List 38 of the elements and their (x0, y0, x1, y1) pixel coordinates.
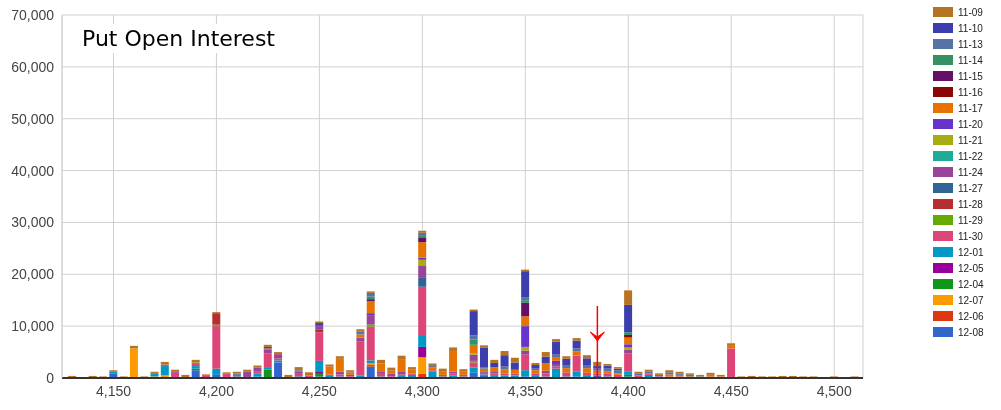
legend-label: 11-14 (958, 54, 983, 66)
text: Put Open Interest (70, 24, 287, 53)
legend-label: 11-29 (958, 214, 983, 226)
x-tick-label: 4,150 (95, 382, 132, 399)
legend-label: 12-08 (958, 326, 984, 338)
legend-label: 11-15 (958, 70, 983, 82)
legend-label: 11-22 (958, 150, 983, 162)
y-tick-label: 50,000 (11, 110, 55, 127)
legend-label: 12-06 (958, 310, 984, 322)
x-tick-label: 4,250 (301, 382, 338, 399)
x-tick-label: 4,200 (198, 382, 235, 399)
x-tick-label: 4,300 (404, 382, 441, 399)
y-tick-label: 30,000 (11, 214, 55, 231)
legend-label: 11-16 (958, 86, 983, 98)
legend-label: 11-13 (958, 38, 983, 50)
legend-label: 12-01 (958, 246, 984, 258)
x-tick-label: 4,400 (610, 382, 646, 399)
y-tick-label: 10,000 (11, 318, 55, 335)
y-tick-label: 70,000 (11, 6, 55, 23)
legend-label: 11-30 (958, 230, 983, 242)
x-tick-label: 4,450 (713, 382, 749, 399)
y-tick-label: 60,000 (11, 58, 55, 75)
y-tick-label: 0 (46, 369, 55, 386)
y-tick-label: 40,000 (11, 162, 55, 179)
legend-label: 11-10 (958, 22, 983, 34)
x-tick-label: 4,350 (507, 382, 544, 399)
legend-label: 11-21 (958, 134, 983, 146)
legend-label: 11-27 (958, 182, 983, 194)
y-tick-label: 20,000 (11, 266, 55, 283)
legend-label: 11-28 (958, 198, 983, 210)
legend-label: 12-05 (958, 262, 984, 274)
legend-label: 11-09 (958, 6, 983, 18)
legend-label: 11-20 (958, 118, 983, 130)
legend-label: 11-24 (958, 166, 983, 178)
x-tick-label: 4,500 (816, 382, 852, 399)
legend-label: 12-07 (958, 294, 984, 306)
legend-label: 11-17 (958, 102, 983, 114)
legend-label: 12-04 (958, 278, 984, 290)
